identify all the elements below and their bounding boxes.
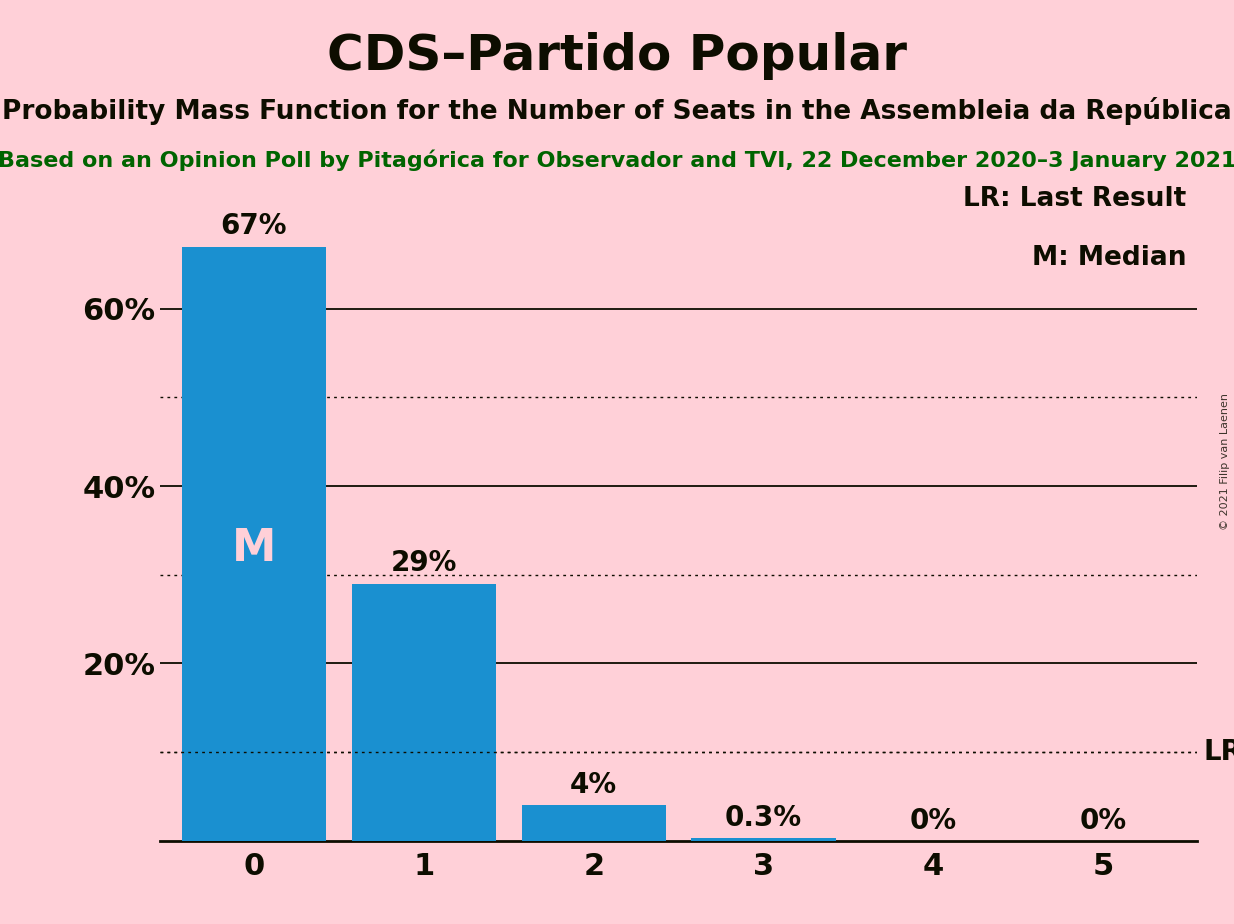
Text: 0.3%: 0.3% bbox=[726, 804, 802, 832]
Text: 0%: 0% bbox=[909, 807, 958, 834]
Bar bbox=[522, 806, 666, 841]
Text: M: M bbox=[232, 527, 276, 569]
Text: LR: Last Result: LR: Last Result bbox=[964, 186, 1187, 212]
Text: M: Median: M: Median bbox=[1032, 246, 1187, 272]
Text: 4%: 4% bbox=[570, 772, 617, 799]
Text: CDS–Partido Popular: CDS–Partido Popular bbox=[327, 32, 907, 80]
Text: 29%: 29% bbox=[391, 550, 457, 578]
Bar bbox=[181, 247, 326, 841]
Bar bbox=[691, 838, 835, 841]
Text: 67%: 67% bbox=[221, 213, 288, 240]
Text: 0%: 0% bbox=[1080, 807, 1127, 834]
Text: Based on an Opinion Poll by Pitagórica for Observador and TVI, 22 December 2020–: Based on an Opinion Poll by Pitagórica f… bbox=[0, 150, 1234, 171]
Text: © 2021 Filip van Laenen: © 2021 Filip van Laenen bbox=[1220, 394, 1230, 530]
Text: Probability Mass Function for the Number of Seats in the Assembleia da República: Probability Mass Function for the Number… bbox=[2, 97, 1232, 125]
Bar bbox=[352, 584, 496, 841]
Text: LR: LR bbox=[1204, 738, 1234, 766]
